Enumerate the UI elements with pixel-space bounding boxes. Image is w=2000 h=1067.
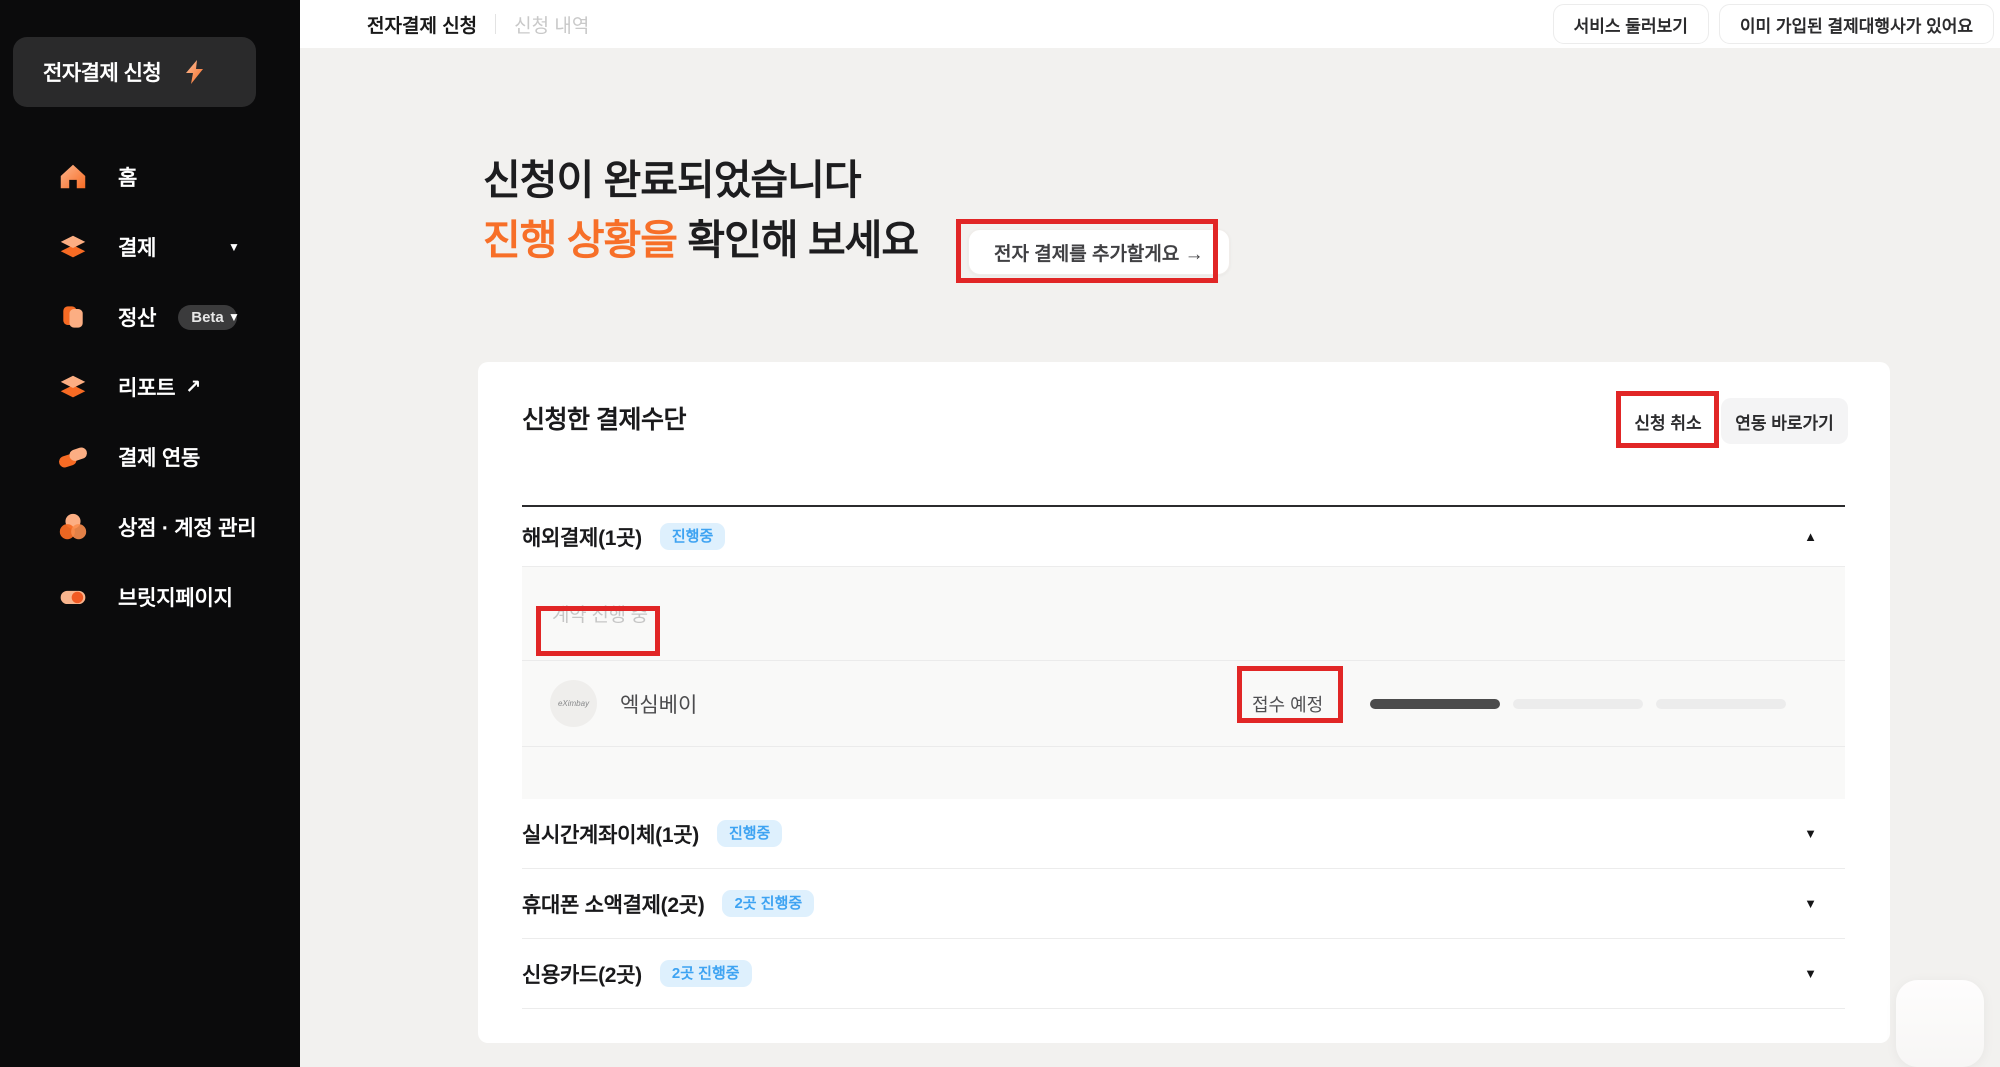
existing-pg-button[interactable]: 이미 가입된 결제대행사가 있어요 <box>1718 4 1994 44</box>
hero-heading: 신청이 완료되었습니다 진행 상황을 확인해 보세요 <box>483 150 919 270</box>
progress-bar <box>1370 698 1786 709</box>
accordion-row-bank-transfer[interactable]: 실시간계좌이체(1곳) 진행중 ▼ <box>522 799 1845 869</box>
toggle-icon <box>54 580 92 614</box>
sidebar-item-label: 상점 · 계정 관리 <box>118 517 257 540</box>
topbar: 전자결제 신청 신청 내역 서비스 둘러보기 이미 가입된 결제대행사가 있어요 <box>300 0 2000 48</box>
progress-segment <box>1656 698 1786 709</box>
apply-epayment-button[interactable]: 전자결제 신청 <box>13 37 256 107</box>
accordion-row-credit-card[interactable]: 신용카드(2곳) 2곳 진행중 ▼ <box>522 939 1845 1009</box>
payment-methods-table: 해외결제(1곳) 진행중 ▲ 계약 진행 중 eXimbay 엑심베이 접수 예… <box>522 505 1845 1009</box>
sidebar-item-label: 결제 <box>118 237 157 260</box>
accordion-row-mobile-micropayment[interactable]: 휴대폰 소액결제(2곳) 2곳 진행중 ▼ <box>522 869 1845 939</box>
status-badge: 2곳 진행중 <box>722 890 815 917</box>
layers-icon <box>54 230 92 264</box>
external-link-icon: ↗ <box>185 376 202 398</box>
topbar-actions: 서비스 둘러보기 이미 가입된 결제대행사가 있어요 <box>1552 4 1994 44</box>
hero-line-2-rest: 확인해 보세요 <box>677 217 919 263</box>
layers-icon <box>54 370 92 404</box>
expanded-section-overseas: 계약 진행 중 eXimbay 엑심베이 접수 예정 <box>522 567 1845 799</box>
card-title: 신청한 결제수단 <box>522 406 686 434</box>
link-icon <box>54 440 92 474</box>
row-label: 실시간계좌이체(1곳) <box>522 823 699 847</box>
lightning-icon <box>183 59 207 85</box>
eximbay-logo: eXimbay <box>550 680 597 727</box>
expanded-section-padding <box>522 747 1845 799</box>
floating-widget[interactable] <box>1896 980 1984 1067</box>
vendor-row-eximbay[interactable]: eXimbay 엑심베이 접수 예정 <box>522 661 1845 747</box>
tab-application-history[interactable]: 신청 내역 <box>514 15 590 37</box>
sidebar-item-label: 홈 <box>118 167 138 190</box>
apply-epayment-label: 전자결제 신청 <box>43 62 162 85</box>
row-label: 신용카드(2곳) <box>522 963 642 987</box>
sidebar-item-payments[interactable]: 결제 ▼ <box>0 212 300 282</box>
vendor-status: 접수 예정 <box>1252 694 1324 715</box>
vendor-name: 엑심베이 <box>620 693 698 717</box>
tab-divider <box>495 14 497 34</box>
row-label: 해외결제(1곳) <box>522 526 642 550</box>
sidebar-item-label: 결제 연동 <box>118 447 201 470</box>
status-badge: 2곳 진행중 <box>659 960 752 987</box>
chevron-down-icon[interactable]: ▼ <box>228 240 240 254</box>
chevron-down-icon[interactable]: ▼ <box>1804 826 1817 841</box>
sidebar-item-settlement[interactable]: 정산 Beta ▼ <box>0 282 300 352</box>
hero-line-1: 신청이 완료되었습니다 <box>483 157 862 203</box>
sidebar-item-bridgepage[interactable]: 브릿지페이지 <box>0 562 300 632</box>
tab-epayment-apply[interactable]: 전자결제 신청 <box>367 15 478 37</box>
cards-icon <box>54 300 92 334</box>
chevron-down-icon[interactable]: ▼ <box>1804 896 1817 911</box>
sidebar-item-report[interactable]: 리포트 ↗ <box>0 352 300 422</box>
sidebar-nav: 홈 결제 ▼ 정산 <box>0 142 300 632</box>
status-badge: 진행중 <box>716 820 783 847</box>
progress-segment <box>1513 698 1643 709</box>
service-tour-button[interactable]: 서비스 둘러보기 <box>1552 4 1709 44</box>
hero-line-2: 진행 상황을 확인해 보세요 <box>483 210 919 270</box>
integration-shortcut-button[interactable]: 연동 바로가기 <box>1721 398 1848 444</box>
hero-highlight: 진행 상황을 <box>483 217 678 263</box>
chevron-up-icon[interactable]: ▲ <box>1804 529 1817 544</box>
sidebar-item-label: 브릿지페이지 <box>118 587 233 610</box>
sidebar-item-store-account[interactable]: 상점 · 계정 관리 <box>0 492 300 562</box>
add-epayment-button[interactable]: 전자 결제를 추가할게요 → <box>968 229 1230 275</box>
chevron-down-icon[interactable]: ▼ <box>228 310 240 324</box>
applied-payment-methods-card: 신청한 결제수단 신청 취소 연동 바로가기 해외결제(1곳) 진행중 ▲ 계약… <box>478 362 1890 1043</box>
progress-segment-filled <box>1370 698 1500 709</box>
sidebar-item-payment-integration[interactable]: 결제 연동 <box>0 422 300 492</box>
chevron-down-icon[interactable]: ▼ <box>1804 966 1817 981</box>
sidebar-item-label: 정산 <box>118 307 157 330</box>
accordion-row-overseas[interactable]: 해외결제(1곳) 진행중 ▲ <box>522 507 1845 567</box>
sidebar-item-label: 리포트 <box>118 377 176 400</box>
sidebar-item-home[interactable]: 홈 <box>0 142 300 212</box>
contract-in-progress-label: 계약 진행 중 <box>552 605 648 626</box>
cancel-application-button[interactable]: 신청 취소 <box>1624 398 1712 444</box>
home-icon <box>54 160 92 194</box>
sidebar: 전자결제 신청 <box>0 0 300 1067</box>
contract-in-progress-row: 계약 진행 중 <box>522 567 1845 661</box>
status-badge: 진행중 <box>659 523 726 550</box>
beta-badge: Beta <box>178 304 237 330</box>
row-label: 휴대폰 소액결제(2곳) <box>522 893 705 917</box>
store-account-icon <box>54 510 92 544</box>
